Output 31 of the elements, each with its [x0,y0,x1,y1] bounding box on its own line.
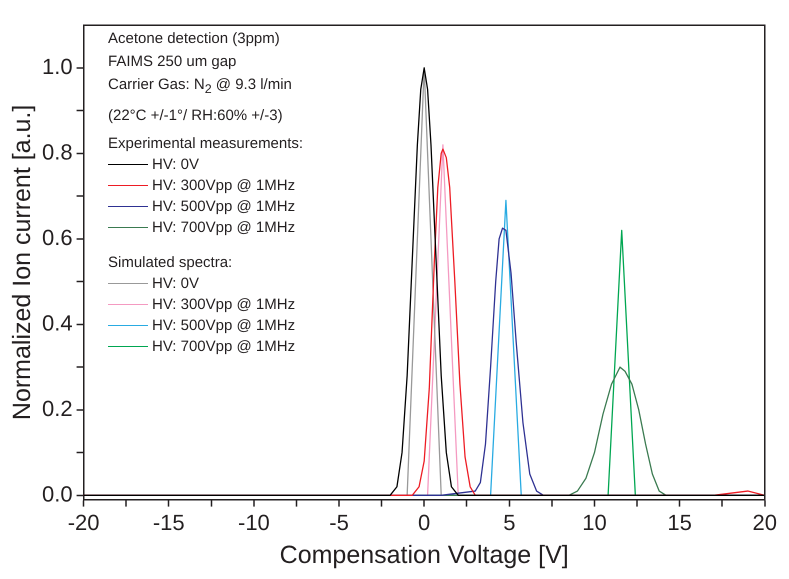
annotation: (22°C +/-1°/ RH:60% +/-3) [108,106,284,126]
x-tick-label: -10 [238,510,270,535]
legend-label: HV: 700Vpp @ 1MHz [152,337,296,357]
annotation: Acetone detection (3ppm) [108,29,281,49]
y-tick-label: 0.8 [42,139,73,164]
y-tick-label: 1.0 [42,54,73,79]
annotation: FAIMS 250 um gap [108,52,238,72]
x-tick-label: -20 [68,510,100,535]
legend-label: HV: 300Vpp @ 1MHz [152,176,296,196]
annotation: Simulated spectra: [108,253,234,273]
annotation: Carrier Gas: N$_{2}$ @ 9.3 l/min [108,75,292,98]
y-axis-title: Normalized Ion current [a.u.] [8,104,36,420]
legend-label: HV: 700Vpp @ 1MHz [152,218,296,238]
legend-label: HV: 0V [152,155,199,175]
x-tick-label: 20 [752,510,778,535]
y-tick-label: 0.0 [42,481,73,506]
annotation: Experimental measurements: [108,134,304,154]
x-tick-label: 15 [667,510,692,535]
legend-label: HV: 0V [152,274,199,294]
x-tick-label: 0 [418,510,430,535]
x-tick-label: -15 [152,510,185,535]
y-tick-label: 0.6 [42,224,73,250]
x-tick-label: 5 [503,510,516,535]
x-axis-title: Compensation Voltage [V] [280,540,569,569]
legend-label: HV: 500Vpp @ 1MHz [152,197,296,217]
y-tick-label: 0.4 [42,310,73,336]
legend-label: HV: 500Vpp @ 1MHz [152,316,296,336]
x-tick-label: 10 [582,510,607,535]
legend-label: HV: 300Vpp @ 1MHz [152,295,296,315]
x-tick-label: -5 [329,510,349,535]
y-tick-label: 0.2 [42,396,73,421]
